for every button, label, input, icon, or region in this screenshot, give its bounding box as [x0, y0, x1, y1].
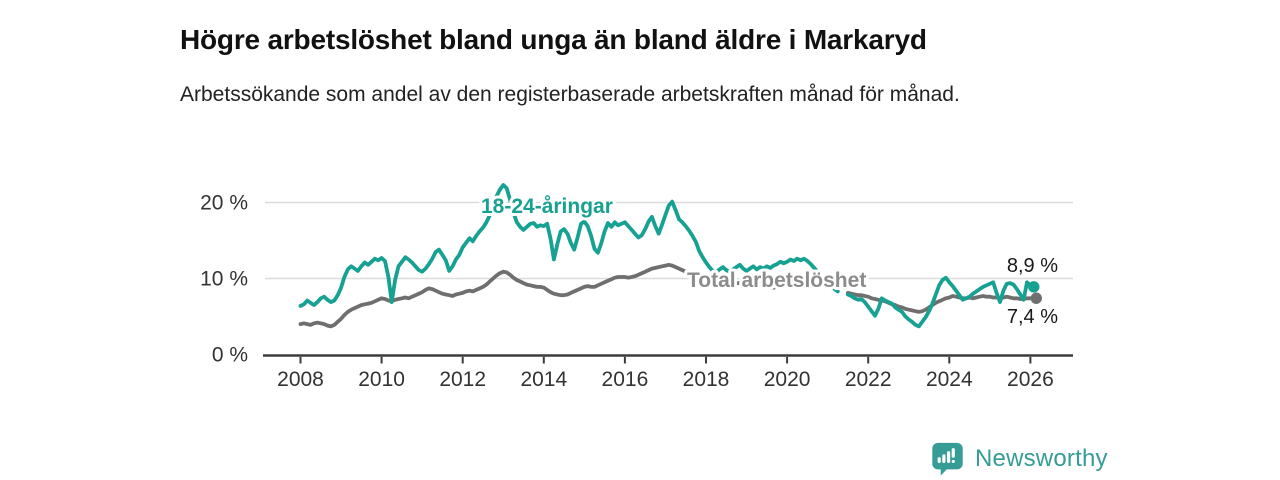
- series-label-youth: 18-24-åringar: [481, 195, 613, 218]
- page-title: Högre arbetslöshet bland unga än bland ä…: [180, 23, 927, 55]
- x-tick-label: 2016: [602, 368, 649, 391]
- y-tick-label: 10 %: [200, 268, 248, 291]
- newsworthy-logo-icon: [931, 441, 964, 477]
- end-value-label-youth: 8,9 %: [1007, 255, 1058, 277]
- x-tick-label: 2018: [683, 368, 730, 391]
- x-tick-label: 2014: [520, 368, 567, 391]
- end-value-label-total: 7,4 %: [1007, 306, 1058, 328]
- x-tick-label: 2010: [358, 368, 405, 391]
- series-line-youth: [298, 183, 1036, 329]
- brand-name: Newsworthy: [975, 445, 1108, 472]
- chart-subtitle: Arbetssökande som andel av den registerb…: [180, 83, 960, 106]
- series-label-total: Total arbetslöshet: [687, 269, 866, 292]
- x-tick-label: 2008: [277, 368, 324, 391]
- x-tick-label: 2022: [845, 368, 892, 391]
- series-end-dot-youth: [1028, 281, 1040, 293]
- y-tick-label: 0 %: [212, 344, 248, 367]
- newsworthy-logo[interactable]: Newsworthy: [931, 441, 1108, 477]
- x-tick-label: 2020: [764, 368, 811, 391]
- x-tick-label: 2026: [1007, 368, 1054, 391]
- y-tick-label: 20 %: [200, 192, 248, 215]
- x-tick-label: 2024: [926, 368, 973, 391]
- series-end-dot-total: [1030, 292, 1042, 304]
- x-tick-label: 2012: [439, 368, 486, 391]
